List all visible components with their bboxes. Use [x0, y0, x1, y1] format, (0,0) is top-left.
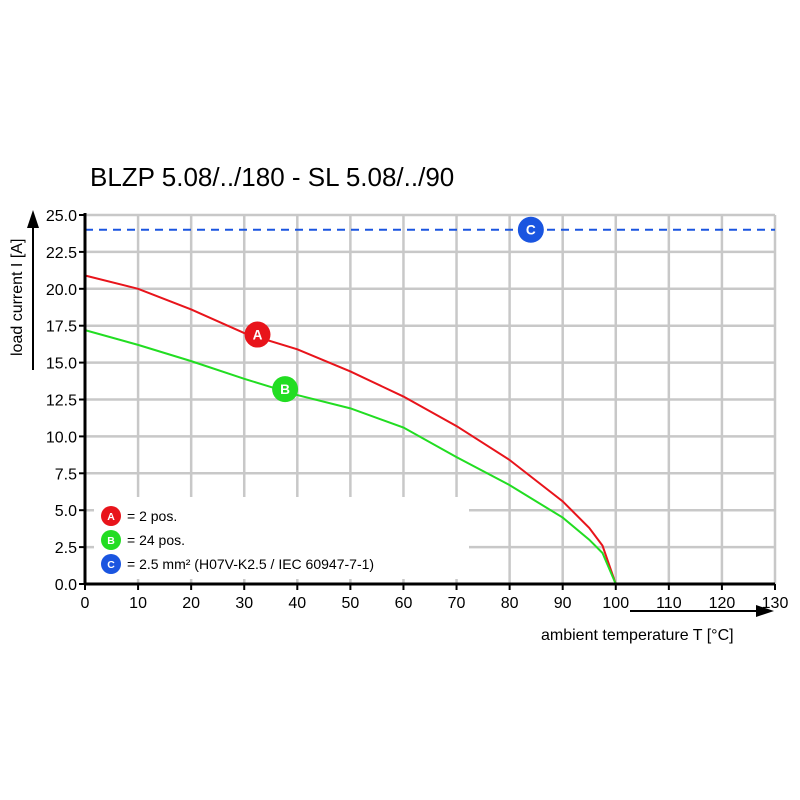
x-tick-label: 130: [762, 595, 789, 612]
x-tick-label: 90: [554, 595, 572, 612]
series-line-b: [84, 329, 617, 585]
series-markers: A B C: [244, 216, 544, 403]
legend-marker-c: C: [101, 554, 121, 574]
y-tick-label: 10.0: [46, 429, 77, 446]
x-tick-label: 80: [501, 595, 519, 612]
y-arrow-head-icon: [27, 210, 39, 228]
marker-circle: [272, 376, 299, 403]
chart-title: BLZP 5.08/../180 - SL 5.08/../90: [90, 162, 454, 192]
marker-letter: A: [107, 511, 115, 523]
x-tick-label: 20: [182, 595, 200, 612]
legend-marker-b: B: [101, 530, 121, 550]
marker-circle: [101, 554, 121, 574]
y-tick-label: 25.0: [46, 208, 77, 225]
legend-label-a: = 2 pos.: [127, 508, 177, 524]
axes: 0 10 20 30 40 50 60 70 80 90 100 110 120 130 0.0 2.5 5.0…: [27, 208, 788, 617]
x-tick-label: 10: [129, 595, 147, 612]
x-tick-label: 60: [395, 595, 413, 612]
marker-letter: A: [253, 327, 263, 342]
x-tick-label: 30: [235, 595, 253, 612]
x-tick-label: 40: [288, 595, 306, 612]
legend-marker-a: A: [101, 506, 121, 526]
marker-circle: [517, 216, 544, 243]
x-axis-label: ambient temperature T [°C]: [541, 627, 734, 644]
x-tick-label: 50: [341, 595, 359, 612]
marker-letter: B: [280, 382, 290, 397]
x-tick-label: 120: [709, 595, 736, 612]
y-tick-label: 20.0: [46, 282, 77, 299]
curves: [84, 228, 775, 585]
marker-circle: [101, 530, 121, 550]
marker-letter: B: [107, 535, 115, 547]
y-tick-label: 22.5: [46, 245, 77, 262]
y-tick-label: 0.0: [55, 577, 77, 594]
marker-a: A: [244, 321, 271, 348]
series-line-a: [84, 274, 617, 585]
legend-label-b: = 24 pos.: [127, 532, 185, 548]
legend: A = 2 pos. B = 24 pos. C = 2.5 mm² (H07V-K2.5…: [94, 497, 469, 579]
marker-letter: C: [526, 223, 536, 238]
x-tick-label: 100: [602, 595, 629, 612]
marker-b: B: [272, 376, 299, 403]
y-tick-label: 17.5: [46, 319, 77, 336]
y-tick-label: 15.0: [46, 356, 77, 373]
marker-c: C: [517, 216, 544, 243]
x-tick-label: 70: [448, 595, 466, 612]
y-tick-label: 12.5: [46, 393, 77, 410]
marker-circle: [244, 321, 271, 348]
y-axis-label: load current I [A]: [9, 239, 26, 356]
marker-letter: C: [107, 559, 115, 571]
y-tick-label: 2.5: [55, 540, 77, 557]
x-tick-label: 0: [81, 595, 90, 612]
x-tick-label: 110: [656, 595, 682, 612]
legend-label-c: = 2.5 mm² (H07V-K2.5 / IEC 60947-7-1): [127, 556, 374, 572]
y-tick-label: 5.0: [55, 503, 77, 520]
y-tick-label: 7.5: [55, 466, 77, 483]
marker-circle: [101, 506, 121, 526]
legend-box: [94, 497, 469, 579]
x-arrow-head-icon: [756, 605, 774, 617]
